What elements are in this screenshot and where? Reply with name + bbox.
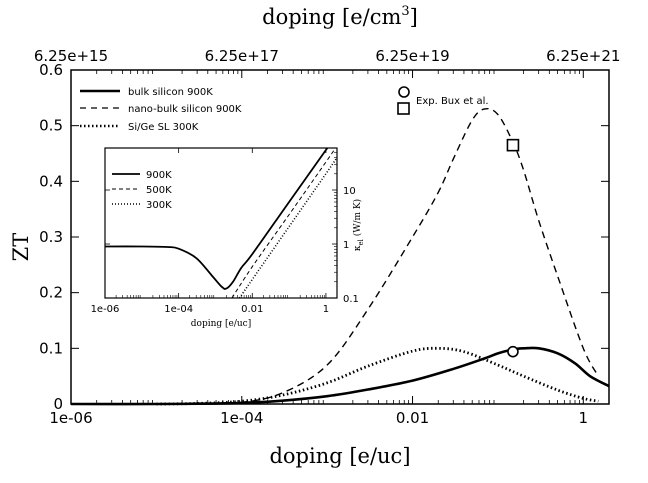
legend-label-nano: nano-bulk silicon 900K — [128, 104, 242, 115]
top-tick-label: 6.25e+21 — [546, 47, 620, 65]
top-axis-title-sup: 3 — [401, 4, 409, 19]
y-tick-label: 0.3 — [39, 228, 63, 246]
top-axis-title: doping [e/cm3] — [262, 4, 418, 29]
x-tick-label: 1e-06 — [49, 409, 92, 427]
main-ticks: 1e-06 6.25e+15 1e-04 6.25e+17 0.01 6.25e+19 1 6… — [34, 47, 621, 427]
inset-ticks: 1e-06 1e-04 0.01 1 0.1 1 10 — [91, 148, 359, 315]
y-tick-label: 0 — [53, 395, 63, 413]
inset-y-axis-title: κel (W/m K) — [352, 199, 365, 251]
x-axis-title: doping [e/uc] — [269, 444, 410, 468]
inset-x-axis-title: doping [e/uc] — [191, 319, 251, 329]
x-tick-label: 1e-04 — [220, 409, 263, 427]
exp-marker-square — [506, 138, 520, 152]
inset-legend: 900K 500K 300K — [112, 170, 172, 211]
y-tick-label: 0.2 — [39, 284, 63, 302]
inset-series-line-2 — [231, 148, 337, 298]
inset-y-tick-label: 0.1 — [343, 294, 359, 305]
inset-x-tick-label: 1 — [323, 304, 329, 315]
legend-marker-square — [397, 102, 410, 115]
top-tick-label: 6.25e+15 — [34, 47, 108, 65]
series-line-3 — [156, 346, 599, 406]
legend-label-sl: Si/Ge SL 300K — [128, 122, 199, 133]
x-tick-label: 0.01 — [396, 409, 429, 427]
main-curves — [70, 107, 610, 406]
legend-marker-circle — [398, 86, 410, 98]
legend-label-bulk: bulk silicon 900K — [128, 87, 213, 98]
top-tick-label: 6.25e+17 — [205, 47, 279, 65]
x-tick-label: 1 — [579, 409, 589, 427]
y-tick-label: 0.5 — [39, 117, 63, 135]
top-tick-label: 6.25e+19 — [375, 47, 449, 65]
inset-chart: 1e-06 1e-04 0.01 1 0.1 1 10 doping [e/uc] κel … — [91, 147, 365, 329]
inset-x-tick-label: 1e-04 — [164, 304, 193, 315]
inset-legend-label-300: 300K — [146, 200, 172, 211]
inset-y-axis-unit: (W/m K) — [352, 199, 363, 239]
main-markers — [506, 138, 520, 358]
inset-y-axis-sub: el — [357, 238, 365, 245]
y-axis-title: ZT — [9, 233, 33, 262]
y-tick-label: 0.1 — [39, 339, 63, 357]
top-axis-title-end: ] — [410, 5, 418, 29]
inset-frame — [104, 147, 338, 299]
inset-series-line-1 — [105, 148, 329, 290]
inset-x-tick-label: 1e-06 — [91, 304, 120, 315]
y-tick-label: 0.6 — [39, 61, 63, 79]
inset-x-tick-label: 0.01 — [241, 304, 263, 315]
exp-marker-circle — [507, 345, 519, 358]
series-line-1 — [70, 346, 610, 406]
main-legend: bulk silicon 900K nano-bulk silicon 900K… — [80, 86, 489, 133]
inset-legend-label-900: 900K — [146, 170, 172, 181]
inset-y-tick-label: 1 — [343, 240, 349, 251]
inset-y-axis-kappa: κ — [353, 245, 363, 251]
inset-y-tick-label: 10 — [343, 186, 356, 197]
inset-curves — [105, 148, 337, 298]
inset-legend-label-500: 500K — [146, 185, 172, 196]
y-tick-label: 0.4 — [39, 172, 63, 190]
inset-series-line-3 — [238, 157, 337, 298]
legend-label-exp: Exp. Bux et al. — [416, 96, 489, 107]
top-axis-title-text: doping [e/cm — [262, 5, 401, 29]
